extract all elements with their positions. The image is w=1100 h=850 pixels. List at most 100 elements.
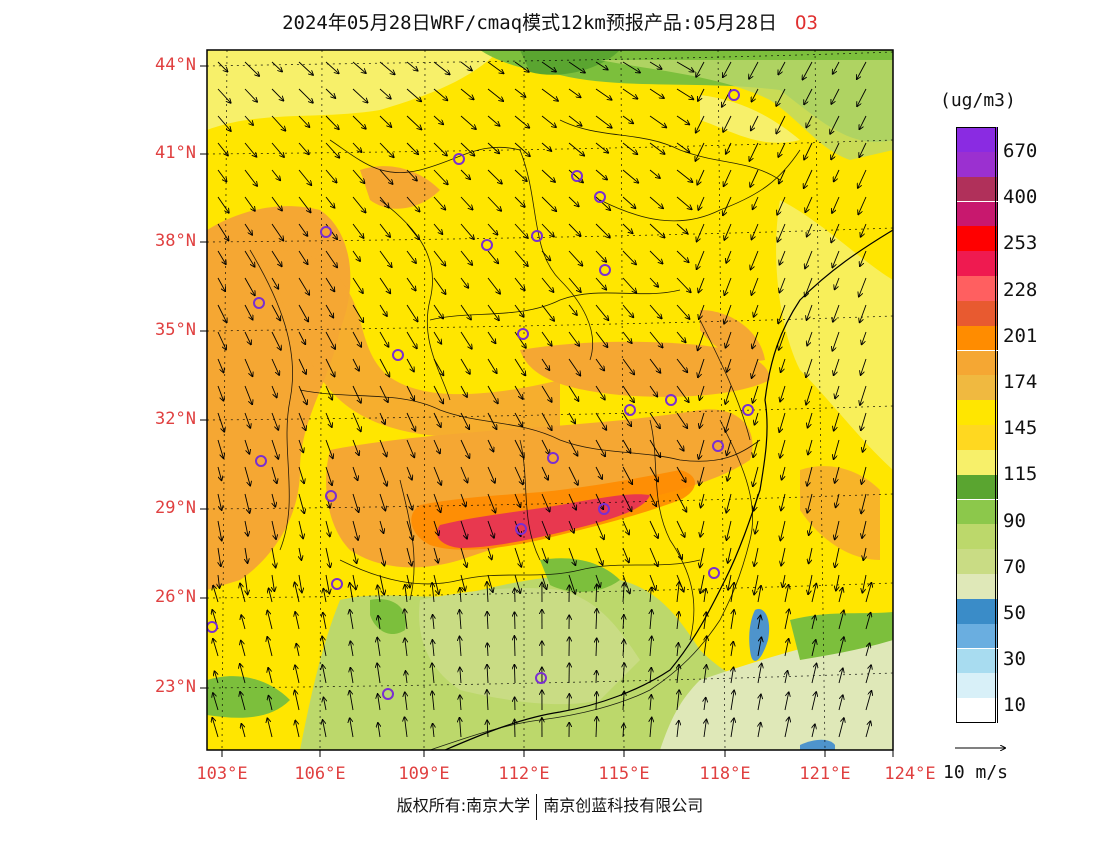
wind-arrow <box>568 385 579 401</box>
wind-arrow <box>700 385 705 400</box>
station-marker <box>708 567 720 579</box>
colorbar-swatch <box>956 201 998 227</box>
wind-arrow <box>323 720 327 738</box>
wind-arrow <box>752 331 759 348</box>
lat-label: 35°N <box>155 320 196 340</box>
wind-arrow <box>460 718 462 738</box>
wind-arrow <box>725 412 732 432</box>
wind-arrow <box>778 142 786 157</box>
station-marker <box>571 170 583 182</box>
wind-arrow <box>704 665 706 684</box>
wind-arrow <box>271 412 278 430</box>
wind-arrow <box>515 720 516 738</box>
wind-arrow <box>698 196 705 210</box>
wind-arrow <box>808 412 813 428</box>
wind-arrow <box>325 331 335 349</box>
wind-arrow <box>433 304 443 319</box>
wind-arrow <box>568 88 581 97</box>
wind-arrow <box>835 520 840 539</box>
wind-arrow <box>809 547 813 563</box>
wind-arrow <box>406 520 413 540</box>
wind-arrow <box>704 589 706 603</box>
wind-arrow <box>785 671 788 684</box>
wind-arrow <box>595 439 605 456</box>
wind-arrow <box>649 196 663 208</box>
wind-arrow <box>379 61 395 74</box>
wind-arrow <box>325 88 335 98</box>
wind-arrow <box>405 717 408 738</box>
wind-arrow <box>568 196 579 206</box>
colorbar-swatch <box>956 623 998 649</box>
wind-arrow <box>676 115 689 124</box>
wind-arrow <box>296 644 299 657</box>
wind-arrow <box>432 691 434 711</box>
wind-arrow <box>460 493 466 507</box>
station-marker <box>547 452 559 464</box>
wind-arrow <box>596 692 597 711</box>
colorbar-swatch <box>956 400 998 425</box>
wind-arrow <box>804 142 813 160</box>
wind-arrow <box>650 610 652 630</box>
wind-arrow <box>865 583 871 603</box>
wind-arrow <box>325 547 330 567</box>
wind-arrow <box>697 169 705 185</box>
wind-arrow <box>834 358 840 375</box>
wind-arrow <box>595 142 608 153</box>
wind-arrow <box>541 304 554 321</box>
colorbar-label: 174 <box>1003 371 1038 393</box>
wind-arrow <box>595 169 607 180</box>
lat-label: 23°N <box>155 677 196 697</box>
wind-arrow <box>298 115 309 127</box>
wind-vectors <box>212 61 871 738</box>
wind-arrow <box>217 439 223 458</box>
wind-arrow <box>857 88 867 106</box>
wind-arrow <box>649 412 660 428</box>
wind-arrow <box>269 696 273 711</box>
wind-arrow <box>378 694 380 711</box>
wind-arrow <box>541 277 554 292</box>
wind-arrow <box>623 663 624 684</box>
wind-arrow <box>217 304 227 322</box>
lat-label: 38°N <box>155 231 196 251</box>
wind-arrow <box>241 724 246 738</box>
species-label: O3 <box>795 12 818 34</box>
wind-arrow <box>696 61 705 77</box>
wind-arrow <box>832 250 840 267</box>
wind-arrow <box>325 61 339 73</box>
wind-arrow <box>807 223 813 237</box>
wind-arrow <box>325 196 335 208</box>
wind-arrow <box>860 304 867 322</box>
wind-arrow <box>352 304 363 322</box>
wind-arrow <box>405 692 407 711</box>
colorbar-unit: (ug/m3) <box>940 90 1016 111</box>
wind-arrow <box>217 223 229 241</box>
wind-arrow <box>245 547 248 563</box>
wind-arrow <box>406 115 421 130</box>
wind-arrow <box>541 520 549 539</box>
colorbar-swatch <box>956 474 998 500</box>
wind-arrow <box>676 277 691 292</box>
wind-arrow <box>838 610 844 630</box>
wind-arrow <box>807 466 813 486</box>
wind-arrow <box>807 493 813 513</box>
wind-arrow <box>460 466 468 483</box>
wind-arrow <box>325 304 333 318</box>
wind-arrow <box>298 277 309 295</box>
wind-arrow <box>217 466 222 480</box>
wind-arrow <box>728 574 731 590</box>
axis-ticks <box>200 65 894 757</box>
wind-arrow <box>865 643 870 657</box>
wind-arrow <box>832 331 840 351</box>
wind-arrow <box>781 358 786 372</box>
wind-arrow <box>460 574 465 591</box>
lat-label: 29°N <box>155 498 196 518</box>
wind-arrow <box>515 612 516 630</box>
wind-arrow <box>649 520 658 538</box>
wind-arrow <box>753 196 759 209</box>
wind-arrow <box>804 169 813 188</box>
wind-arrow <box>862 331 867 344</box>
city-stations <box>207 89 754 700</box>
wind-arrow <box>728 547 732 563</box>
wind-arrow <box>271 331 281 350</box>
wind-arrow <box>406 331 417 348</box>
